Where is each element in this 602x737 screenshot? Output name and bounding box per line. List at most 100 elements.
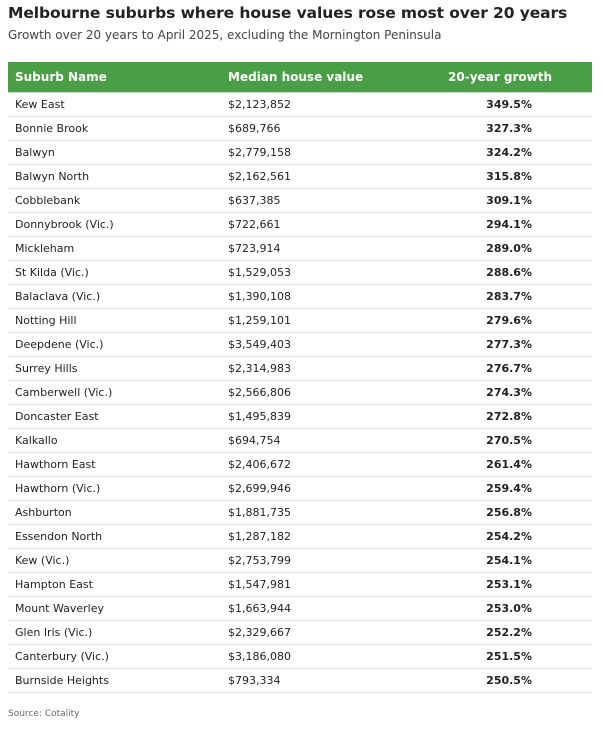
table-row: Kew East $2,123,852 349.5%: [8, 92, 592, 117]
table-row: Burnside Heights $793,334 250.5%: [8, 668, 592, 693]
table-cell-median-value: $2,406,672: [218, 452, 418, 477]
table-cell-suburb: Cobblebank: [8, 188, 218, 213]
table-cell-growth: 349.5%: [418, 92, 592, 117]
table-cell-suburb: Notting Hill: [8, 308, 218, 333]
table-cell-median-value: $1,881,735: [218, 500, 418, 525]
table-row: Hawthorn East $2,406,672 261.4%: [8, 452, 592, 477]
table-cell-median-value: $2,123,852: [218, 92, 418, 117]
table-cell-suburb: Camberwell (Vic.): [8, 380, 218, 405]
table-cell-growth: 294.1%: [418, 212, 592, 237]
table-cell-median-value: $2,162,561: [218, 164, 418, 189]
table-row: Surrey Hills $2,314,983 276.7%: [8, 356, 592, 381]
table-row: St Kilda (Vic.) $1,529,053 288.6%: [8, 260, 592, 285]
table-cell-median-value: $2,314,983: [218, 356, 418, 381]
table-cell-growth: 283.7%: [418, 284, 592, 309]
table-cell-growth: 256.8%: [418, 500, 592, 525]
table-cell-suburb: Donnybrook (Vic.): [8, 212, 218, 237]
table-cell-median-value: $1,663,944: [218, 596, 418, 621]
table-cell-median-value: $722,661: [218, 212, 418, 237]
table-cell-suburb: Mickleham: [8, 236, 218, 261]
table-cell-growth: 288.6%: [418, 260, 592, 285]
table-cell-suburb: Balwyn: [8, 140, 218, 165]
table-cell-growth: 324.2%: [418, 140, 592, 165]
table-cell-median-value: $793,334: [218, 668, 418, 693]
table-row: Hampton East $1,547,981 253.1%: [8, 572, 592, 597]
table-cell-growth: 259.4%: [418, 476, 592, 501]
table-row: Kalkallo $694,754 270.5%: [8, 428, 592, 453]
table-cell-median-value: $637,385: [218, 188, 418, 213]
table-cell-suburb: Kew East: [8, 92, 218, 117]
table-cell-growth: 252.2%: [418, 620, 592, 645]
table-row: Kew (Vic.) $2,753,799 254.1%: [8, 548, 592, 573]
table-cell-median-value: $1,390,108: [218, 284, 418, 309]
table-cell-growth: 253.0%: [418, 596, 592, 621]
data-table: Suburb Name Median house value 20-year g…: [8, 62, 592, 693]
table-row: Balwyn $2,779,158 324.2%: [8, 140, 592, 165]
table-cell-growth: 254.2%: [418, 524, 592, 549]
page-title: Melbourne suburbs where house values ros…: [8, 4, 568, 22]
table-cell-suburb: Balaclava (Vic.): [8, 284, 218, 309]
table-cell-suburb: Kalkallo: [8, 428, 218, 453]
table-cell-growth: 261.4%: [418, 452, 592, 477]
data-table-container: Suburb Name Median house value 20-year g…: [8, 62, 592, 693]
table-cell-suburb: Kew (Vic.): [8, 548, 218, 573]
table-body: Kew East $2,123,852 349.5% Bonnie Brook $689…: [8, 92, 592, 693]
table-cell-median-value: $1,495,839: [218, 404, 418, 429]
table-row: Canterbury (Vic.) $3,186,080 251.5%: [8, 644, 592, 669]
table-row: Doncaster East $1,495,839 272.8%: [8, 404, 592, 429]
table-cell-median-value: $1,547,981: [218, 572, 418, 597]
table-row: Mount Waverley $1,663,944 253.0%: [8, 596, 592, 621]
table-cell-median-value: $694,754: [218, 428, 418, 453]
table-cell-growth: 327.3%: [418, 116, 592, 141]
table-cell-median-value: $1,287,182: [218, 524, 418, 549]
table-row: Camberwell (Vic.) $2,566,806 274.3%: [8, 380, 592, 405]
table-row: Notting Hill $1,259,101 279.6%: [8, 308, 592, 333]
table-cell-growth: 279.6%: [418, 308, 592, 333]
table-cell-growth: 254.1%: [418, 548, 592, 573]
table-row: Mickleham $723,914 289.0%: [8, 236, 592, 261]
table-cell-median-value: $2,566,806: [218, 380, 418, 405]
table-cell-suburb: Bonnie Brook: [8, 116, 218, 141]
table-row: Balaclava (Vic.) $1,390,108 283.7%: [8, 284, 592, 309]
table-header: Suburb Name Median house value 20-year g…: [8, 62, 592, 93]
table-row: Glen Iris (Vic.) $2,329,667 252.2%: [8, 620, 592, 645]
table-cell-suburb: Surrey Hills: [8, 356, 218, 381]
table-cell-suburb: Balwyn North: [8, 164, 218, 189]
table-cell-suburb: Essendon North: [8, 524, 218, 549]
table-cell-median-value: $3,186,080: [218, 644, 418, 669]
table-cell-suburb: Mount Waverley: [8, 596, 218, 621]
table-row: Donnybrook (Vic.) $722,661 294.1%: [8, 212, 592, 237]
table-row: Ashburton $1,881,735 256.8%: [8, 500, 592, 525]
table-cell-median-value: $1,259,101: [218, 308, 418, 333]
table-row: Bonnie Brook $689,766 327.3%: [8, 116, 592, 141]
table-cell-growth: 309.1%: [418, 188, 592, 213]
table-cell-median-value: $2,699,946: [218, 476, 418, 501]
table-cell-growth: 274.3%: [418, 380, 592, 405]
table-cell-median-value: $689,766: [218, 116, 418, 141]
table-cell-median-value: $1,529,053: [218, 260, 418, 285]
table-cell-growth: 250.5%: [418, 668, 592, 693]
column-header-median-value: Median house value: [218, 62, 418, 93]
table-row: Hawthorn (Vic.) $2,699,946 259.4%: [8, 476, 592, 501]
table-cell-suburb: Hampton East: [8, 572, 218, 597]
table-cell-suburb: Glen Iris (Vic.): [8, 620, 218, 645]
table-cell-growth: 270.5%: [418, 428, 592, 453]
table-cell-growth: 276.7%: [418, 356, 592, 381]
table-cell-growth: 272.8%: [418, 404, 592, 429]
table-cell-growth: 289.0%: [418, 236, 592, 261]
table-cell-median-value: $2,753,799: [218, 548, 418, 573]
table-cell-growth: 253.1%: [418, 572, 592, 597]
table-row: Balwyn North $2,162,561 315.8%: [8, 164, 592, 189]
table-cell-growth: 277.3%: [418, 332, 592, 357]
table-cell-suburb: Doncaster East: [8, 404, 218, 429]
table-cell-median-value: $3,549,403: [218, 332, 418, 357]
table-cell-suburb: St Kilda (Vic.): [8, 260, 218, 285]
table-cell-suburb: Hawthorn East: [8, 452, 218, 477]
table-cell-median-value: $723,914: [218, 236, 418, 261]
table-header-row: Suburb Name Median house value 20-year g…: [8, 62, 592, 93]
table-cell-median-value: $2,329,667: [218, 620, 418, 645]
source-note: Source: Cotality: [8, 709, 80, 719]
table-cell-suburb: Burnside Heights: [8, 668, 218, 693]
table-cell-growth: 315.8%: [418, 164, 592, 189]
table-cell-suburb: Ashburton: [8, 500, 218, 525]
